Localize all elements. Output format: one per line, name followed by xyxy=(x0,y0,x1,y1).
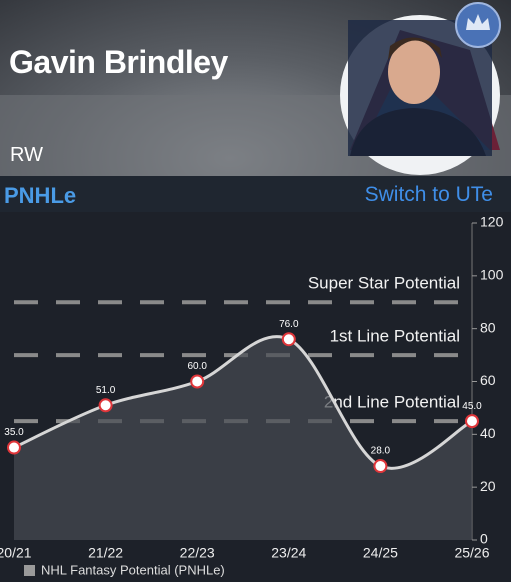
data-point xyxy=(98,398,113,413)
y-tick-label: 120 xyxy=(480,214,504,230)
reference-label: 1st Line Potential xyxy=(330,327,460,346)
toggle-bar xyxy=(0,176,511,212)
header-art xyxy=(0,2,511,176)
reference-label: Super Star Potential xyxy=(308,274,460,293)
data-point xyxy=(281,332,296,347)
y-tick-label: 80 xyxy=(480,319,496,335)
current-metric: PNHLe xyxy=(4,183,77,208)
x-tick-label: 20/21 xyxy=(0,545,32,561)
series-area xyxy=(14,336,472,540)
data-label: 28.0 xyxy=(371,446,391,457)
y-tick-label: 40 xyxy=(480,425,496,441)
data-label: 45.0 xyxy=(462,401,482,412)
data-label: 76.0 xyxy=(279,319,299,330)
x-tick-label: 24/25 xyxy=(363,545,398,561)
data-point xyxy=(373,459,388,474)
legend-label: NHL Fantasy Potential (PNHLe) xyxy=(41,562,225,577)
y-tick-label: 100 xyxy=(480,267,504,283)
data-point xyxy=(190,374,205,389)
data-label: 60.0 xyxy=(187,361,207,372)
x-tick-label: 21/22 xyxy=(88,545,123,561)
data-point xyxy=(7,440,21,455)
data-label: 35.0 xyxy=(4,427,24,438)
switch-metric-button[interactable]: Switch to UTe xyxy=(364,183,493,206)
chart: 0 20 40 60 80 100 120 Super Star Potential 1st L… xyxy=(0,212,511,582)
reference-label: 2nd Line Potential xyxy=(324,393,460,412)
x-tick-label: 22/23 xyxy=(180,545,215,561)
x-tick-label: 25/26 xyxy=(454,545,489,561)
y-tick-label: 20 xyxy=(480,478,496,494)
data-label: 51.0 xyxy=(96,385,116,396)
y-tick-label: 60 xyxy=(480,372,496,388)
data-point xyxy=(465,414,479,429)
y-tick-label: 0 xyxy=(480,531,488,547)
header-banner: Gavin Brindley RW xyxy=(0,0,511,176)
series-line xyxy=(13,335,473,470)
player-name: Gavin Brindley xyxy=(9,44,228,80)
player-position: RW xyxy=(10,144,43,166)
x-tick-label: 23/24 xyxy=(271,545,306,561)
legend-swatch xyxy=(24,565,35,576)
